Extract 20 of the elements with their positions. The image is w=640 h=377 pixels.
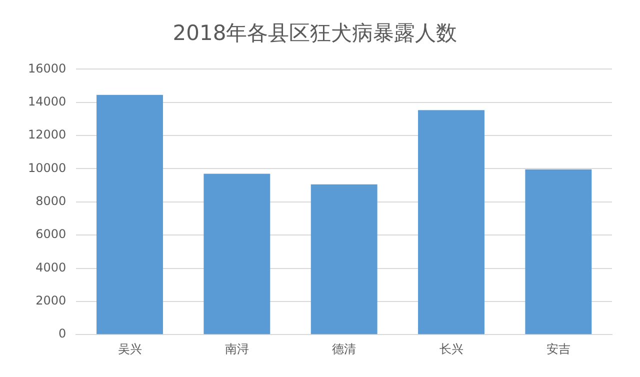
chart-title: 2018年各县区狂犬病暴露人数 — [172, 21, 458, 46]
y-tick-label: 8000 — [36, 194, 66, 208]
x-tick-label: 吴兴 — [118, 342, 142, 356]
y-tick-label: 0 — [58, 326, 66, 341]
y-tick-label: 16000 — [28, 61, 66, 76]
y-tick-label: 2000 — [36, 294, 66, 308]
y-tick-label: 10000 — [28, 160, 66, 175]
bar — [96, 94, 163, 334]
bar — [204, 174, 270, 334]
bar — [418, 110, 484, 334]
y-tick-label: 12000 — [28, 128, 66, 142]
x-tick-label: 德清 — [332, 342, 356, 356]
x-tick-label: 安吉 — [546, 342, 570, 356]
y-tick-label: 14000 — [28, 94, 66, 108]
x-tick-label: 南浔 — [224, 342, 249, 356]
x-tick-label: 长兴 — [439, 342, 464, 356]
y-tick-label: 4000 — [36, 260, 66, 274]
bar — [310, 184, 378, 334]
bar — [525, 169, 592, 334]
y-tick-label: 6000 — [36, 227, 66, 242]
